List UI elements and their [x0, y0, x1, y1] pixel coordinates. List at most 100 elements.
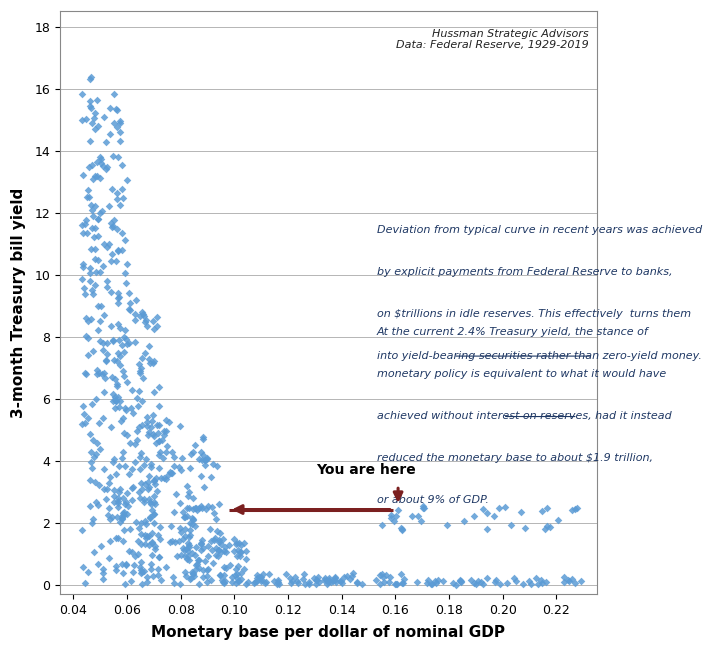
Point [238, 564, 249, 574]
Point [95, 208, 106, 218]
Point [82, 333, 93, 343]
Point [148, 509, 159, 519]
Point [115, 395, 126, 406]
Point [86, 204, 97, 215]
Point [178, 512, 190, 522]
Point [158, 453, 169, 464]
Point [207, 502, 218, 512]
Point [127, 567, 138, 577]
Point [249, 578, 260, 589]
Point [185, 573, 197, 583]
Point [134, 562, 145, 572]
Text: Hussman Strategic Advisors
Data: Federal Reserve, 1929-2019: Hussman Strategic Advisors Data: Federal… [396, 29, 588, 50]
Point [143, 471, 154, 481]
Point [319, 575, 330, 586]
Point [117, 514, 128, 525]
Point [154, 450, 165, 460]
Point [268, 575, 280, 586]
Point [481, 572, 493, 583]
Point [117, 568, 128, 578]
Point [252, 572, 263, 583]
Point [121, 405, 132, 415]
Point [229, 534, 240, 545]
Point [115, 517, 126, 527]
Point [234, 551, 245, 562]
Point [121, 430, 132, 440]
Point [518, 579, 529, 589]
Point [86, 447, 97, 458]
Point [179, 524, 190, 534]
Text: by explicit payments from Federal Reserve to banks,: by explicit payments from Federal Reserv… [377, 267, 672, 277]
Point [219, 575, 231, 586]
Point [183, 540, 195, 550]
Point [112, 512, 123, 522]
Point [106, 248, 118, 258]
Point [323, 573, 334, 583]
Point [208, 507, 219, 518]
Point [552, 514, 563, 525]
Point [147, 357, 159, 368]
Point [108, 215, 119, 226]
Point [80, 417, 91, 428]
Point [188, 504, 199, 514]
Point [98, 239, 110, 249]
Point [135, 518, 147, 528]
Point [118, 347, 130, 357]
Point [92, 120, 103, 131]
Point [91, 449, 102, 459]
Point [141, 417, 152, 428]
Point [142, 531, 153, 541]
Point [508, 572, 520, 583]
Point [91, 437, 103, 448]
Point [541, 503, 552, 513]
Point [494, 578, 506, 589]
Point [105, 286, 117, 297]
Point [139, 538, 151, 549]
Point [84, 263, 95, 273]
Point [81, 113, 92, 124]
Point [159, 426, 170, 437]
Point [563, 576, 574, 587]
Point [523, 575, 535, 586]
Point [95, 301, 106, 311]
Point [81, 191, 92, 202]
Point [148, 508, 159, 519]
Point [125, 437, 136, 448]
Point [199, 455, 210, 465]
Point [137, 396, 148, 406]
Point [152, 529, 164, 540]
Point [144, 494, 155, 505]
Text: achieved without interest on reserves, had it instead: achieved without interest on reserves, h… [377, 411, 671, 421]
Text: reduced the monetary base to about $1.9 trillion,: reduced the monetary base to about $1.9 … [377, 453, 653, 463]
Point [241, 579, 252, 590]
Point [84, 475, 96, 485]
Point [88, 452, 100, 462]
Point [180, 570, 191, 581]
Point [84, 191, 95, 202]
Point [299, 568, 310, 579]
Point [195, 471, 206, 481]
Point [234, 575, 245, 586]
Point [113, 533, 124, 543]
Point [94, 173, 105, 184]
Point [280, 569, 291, 579]
Point [153, 381, 164, 392]
Point [169, 461, 180, 471]
Point [226, 577, 237, 587]
Point [516, 507, 527, 518]
Point [313, 576, 324, 587]
Point [139, 497, 150, 507]
Point [161, 415, 172, 425]
Point [532, 578, 544, 589]
Point [120, 277, 132, 288]
Point [117, 447, 128, 457]
Point [98, 484, 110, 494]
Point [76, 419, 88, 429]
Point [79, 219, 91, 229]
Point [176, 465, 187, 475]
Point [235, 568, 246, 578]
Point [125, 523, 136, 534]
Point [155, 473, 166, 483]
Point [205, 472, 217, 482]
Point [134, 464, 145, 475]
